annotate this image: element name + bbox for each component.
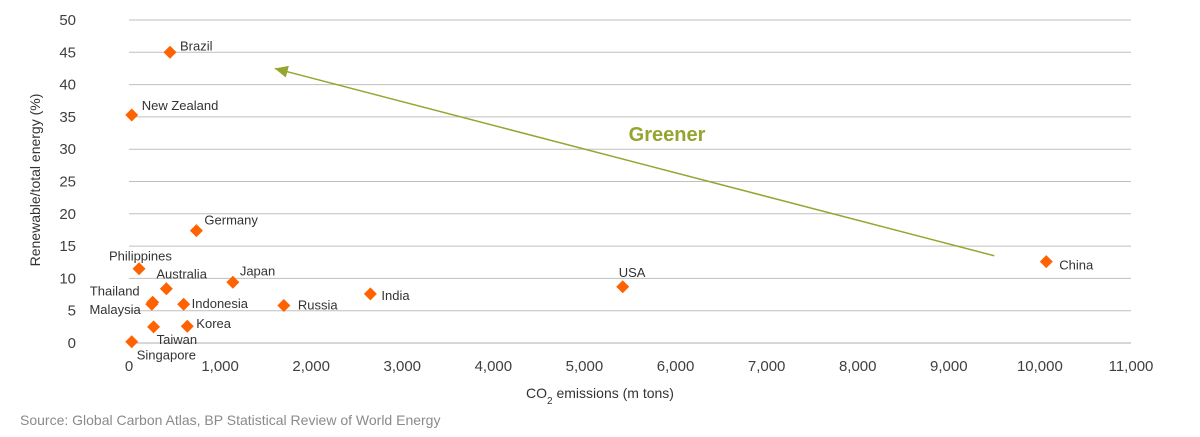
point-label-japan: Japan (240, 263, 275, 278)
point-usa (616, 280, 630, 294)
point-label-brazil: Brazil (180, 38, 213, 53)
y-tick-label-45: 45 (59, 44, 76, 61)
point-russia (277, 299, 291, 313)
x-tick-label-11000: 11,000 (1109, 358, 1154, 375)
greener-arrow-head (274, 65, 289, 78)
data-points: Brazil New Zealand Germany Philippines Austr… (89, 38, 1094, 362)
x-tick-label-6000: 6,000 (657, 358, 695, 375)
y-tick-label-50: 50 (59, 12, 76, 29)
x-tick-label-4000: 4,000 (475, 358, 513, 375)
x-tick-label-8000: 8,000 (839, 358, 877, 375)
point-new-zealand (125, 108, 139, 122)
point-label-russia: Russia (298, 298, 339, 313)
point-indonesia (177, 297, 191, 311)
point-india (363, 287, 377, 301)
point-malaysia (145, 297, 159, 311)
point-label-philippines: Philippines (109, 249, 172, 264)
point-label-usa: USA (619, 265, 646, 280)
point-japan (226, 275, 240, 289)
point-label-new-zealand: New Zealand (142, 98, 219, 113)
point-singapore (125, 335, 139, 349)
gridlines (129, 19, 1131, 344)
point-germany (189, 224, 203, 238)
point-label-korea: Korea (196, 316, 231, 331)
point-label-taiwan: Taiwan (157, 332, 197, 347)
point-label-singapore: Singapore (137, 348, 196, 363)
x-tick-label-10000: 10,000 (1017, 358, 1063, 375)
y-tick-label-35: 35 (59, 109, 76, 126)
point-label-china: China (1059, 258, 1094, 273)
source-note: Source: Global Carbon Atlas, BP Statisti… (20, 412, 440, 428)
y-tick-label-20: 20 (59, 206, 76, 223)
x-axis-title: CO2 emissions (m tons) (526, 385, 674, 407)
x-tick-label-7000: 7,000 (748, 358, 786, 375)
point-label-malaysia: Malaysia (89, 302, 141, 317)
x-tick-label-5000: 5,000 (566, 358, 604, 375)
y-tick-label-40: 40 (59, 77, 76, 94)
x-tick-label-9000: 9,000 (930, 358, 968, 375)
point-taiwan (147, 320, 161, 334)
x-tick-label-3000: 3,000 (383, 358, 421, 375)
annotation-arrow-group: Greener (274, 65, 995, 257)
point-label-india: India (381, 288, 410, 303)
x-tick-label-2000: 2,000 (292, 358, 330, 375)
point-australia (159, 282, 173, 296)
y-tick-label-15: 15 (59, 238, 76, 255)
y-axis-title: Renewable/total energy (%) (27, 94, 43, 267)
point-philippines (132, 262, 146, 276)
point-korea (180, 319, 194, 333)
y-tick-label-0: 0 (68, 335, 76, 352)
y-tick-label-30: 30 (59, 141, 76, 158)
point-brazil (163, 45, 177, 59)
point-label-germany: Germany (204, 213, 258, 228)
point-label-indonesia: Indonesia (192, 296, 249, 311)
greener-arrow-line (274, 67, 995, 257)
x-axis-ticks: 0 1,000 2,000 3,000 4,000 5,000 6,000 7,000 8,00… (125, 358, 1154, 375)
x-axis-title-suffix: emissions (m tons) (553, 385, 674, 401)
y-tick-label-25: 25 (59, 174, 76, 191)
x-axis-title-prefix: CO (526, 385, 547, 401)
y-axis-ticks: 0 5 10 15 20 25 30 35 40 45 50 (59, 12, 76, 352)
greener-annotation: Greener (629, 124, 706, 146)
y-tick-label-5: 5 (68, 303, 76, 320)
y-tick-label-10: 10 (59, 270, 76, 287)
x-tick-label-1000: 1,000 (201, 358, 239, 375)
point-china (1039, 255, 1053, 269)
x-axis-title-subscript: 2 (547, 396, 553, 407)
point-label-thailand: Thailand (90, 283, 140, 298)
point-label-australia: Australia (156, 267, 207, 282)
x-tick-label-0: 0 (125, 358, 133, 375)
